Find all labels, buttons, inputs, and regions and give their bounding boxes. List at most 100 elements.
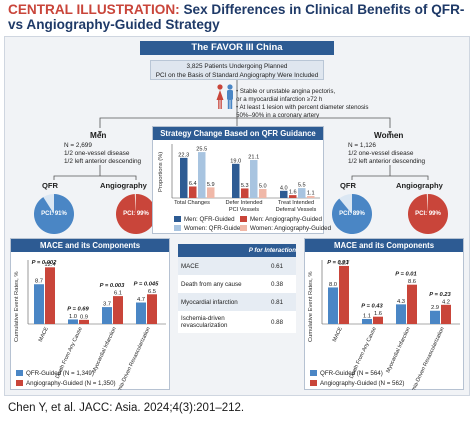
mace-p-value: P = 0.003 (100, 283, 126, 289)
mace-bar-value: 3.7 (103, 302, 111, 308)
men-angiography-pie (116, 194, 157, 234)
female-person-icon (216, 84, 224, 109)
p-row-name: Ischemia-driven revascularization (181, 315, 228, 329)
men-legend-qfr: QFR-Guided (N = 1,349) (16, 370, 94, 377)
mace-bar-value: 0.9 (80, 314, 88, 320)
mace-p-value: P = 0.002 (32, 260, 58, 266)
mace-bar (441, 304, 451, 324)
mace-bar (147, 294, 157, 324)
women-mace-header: MACE and its Components (305, 239, 463, 252)
p-interaction-table: P for Interaction MACE 0.61 Death from a… (178, 244, 296, 333)
mace-p-value: P = 0.045 (134, 281, 160, 287)
men-angiography-label: Angiography (100, 181, 147, 190)
legend-text: Women: QFR-Guided (184, 225, 244, 232)
p-table-row: Myocardial infarction 0.81 (178, 293, 296, 311)
strategy-change-chart: 22.3 6.4 25.5 5.9 19.0 5.3 21.1 5.0 4.01.65.51.1 (171, 144, 320, 199)
women-angiography-pci-slice (408, 194, 449, 234)
mace-bar-value: 4.2 (442, 299, 450, 305)
mace-p-value: P = 0.01 (327, 260, 349, 266)
male-person-icon (227, 84, 233, 109)
mace-bar (79, 319, 89, 324)
strategy-bar-value: 5.5 (298, 183, 306, 189)
trial-banner: The FAVOR III China (140, 41, 334, 55)
men-qfr-label: QFR (42, 181, 59, 190)
p-table-header: P for Interaction (178, 244, 296, 257)
criteria-line: 50%–90% in a coronary artery (236, 112, 320, 119)
inclusion-criteria: • Stable or unstable angina pectoris, or… (236, 88, 406, 120)
legend-swatch (240, 216, 247, 223)
strategy-bar-value: 22.3 (178, 152, 189, 158)
legend-swatch (16, 380, 23, 387)
mace-bar (362, 318, 372, 324)
p-row-name: Myocardial infarction (181, 298, 238, 306)
mace-bar-value: 1.6 (374, 311, 382, 317)
women-n: N = 1,126 (348, 142, 376, 149)
legend-text: QFR-Guided (N = 1,349) (26, 370, 94, 377)
strategy-bar-value: 6.4 (189, 181, 197, 187)
mace-bar-value: 8.0 (329, 282, 337, 288)
women-legend-ang: Angiography-Guided (N = 562) (310, 380, 404, 387)
legend-text: Men: QFR-Guided (184, 216, 235, 223)
strategy-bar-value: 5.9 (207, 182, 215, 188)
strategy-bar (180, 157, 188, 198)
mace-bar-value: 6.1 (114, 291, 122, 297)
mace-bar-value: 1.0 (69, 314, 77, 320)
mace-bar (339, 265, 349, 324)
women-label: Women (374, 131, 404, 140)
title-lead: CENTRAL ILLUSTRATION: (8, 2, 180, 17)
mace-bar-value: 8.7 (35, 279, 43, 285)
p-row-value: 0.61 (270, 262, 284, 270)
strategy-bar (280, 190, 288, 198)
strategy-bar-value: 5.3 (241, 183, 249, 189)
p-table-row: Death from any cause 0.38 (178, 275, 296, 293)
strategy-bar-value: 19.0 (230, 158, 241, 164)
mace-bar (136, 302, 146, 324)
legend-swatch (174, 216, 181, 223)
criteria-line: • At least 1 lesion with percent diamete… (236, 104, 369, 111)
legend-swatch (310, 380, 317, 387)
p-row-value: 0.38 (270, 280, 284, 288)
mace-bar-value: 8.6 (408, 279, 416, 285)
men-label: Men (90, 131, 107, 140)
mace-bar (373, 316, 383, 324)
women-qfr-pie (331, 194, 372, 234)
p-row-value: 0.88 (270, 318, 284, 326)
mace-bar-value: 6.5 (148, 289, 156, 295)
illustration-title: CENTRAL ILLUSTRATION: Sex Differences in… (8, 2, 468, 32)
p-row-name: Death from any cause (181, 280, 242, 288)
legend-text: Women: Angiography-Guided (250, 225, 332, 232)
mace-bar (396, 304, 406, 324)
strategy-cat-defer: Defer Intended PCI Vessels (225, 200, 263, 213)
legend-text: Angiography-Guided (N = 562) (320, 380, 405, 387)
mace-category-label: Ischemia-Driven Revascularization (405, 326, 446, 390)
mace-bar (113, 296, 123, 324)
men-qfr-pci-slice (33, 194, 74, 234)
mace-bar-value: 12.4 (44, 262, 56, 268)
strategy-bar (232, 163, 240, 198)
men-n: N = 2,699 (64, 142, 92, 149)
men-lad-line: 1/2 left anterior descending (64, 158, 142, 165)
men-mace-header: MACE and its Components (11, 239, 169, 252)
women-angiography-label: Angiography (396, 181, 443, 190)
strategy-bar (189, 186, 197, 198)
legend-swatch (240, 225, 247, 232)
p-table-row: MACE 0.61 (178, 257, 296, 275)
strategy-bar (241, 188, 249, 198)
mace-category-label: Myocardial Infarction (385, 326, 411, 374)
mace-bar-value: 12.7 (338, 260, 349, 266)
men-angiography-pci-text: PCI: 99% (123, 211, 149, 217)
patients-line-1: 3,825 Patients Undergoing Planned (186, 63, 288, 70)
women-qfr-label: QFR (340, 181, 357, 190)
strategy-bar (298, 188, 306, 198)
criteria-line: • Stable or unstable angina pectoris, (236, 88, 336, 95)
men-angiography-pci-slice (116, 194, 157, 234)
mace-p-value: P = 0.01 (395, 272, 417, 278)
women-info: N = 1,126 1/2 one-vessel disease 1/2 lef… (348, 142, 463, 166)
strategy-bar (250, 160, 258, 198)
mace-bar (328, 287, 338, 324)
mace-bar-value: 4.3 (397, 299, 405, 305)
strategy-cat-treat: Treat Intended Deferral Vessels (275, 200, 317, 213)
women-qfr-pci-text: PCI: 89% (339, 211, 365, 217)
strategy-bar (259, 189, 267, 198)
